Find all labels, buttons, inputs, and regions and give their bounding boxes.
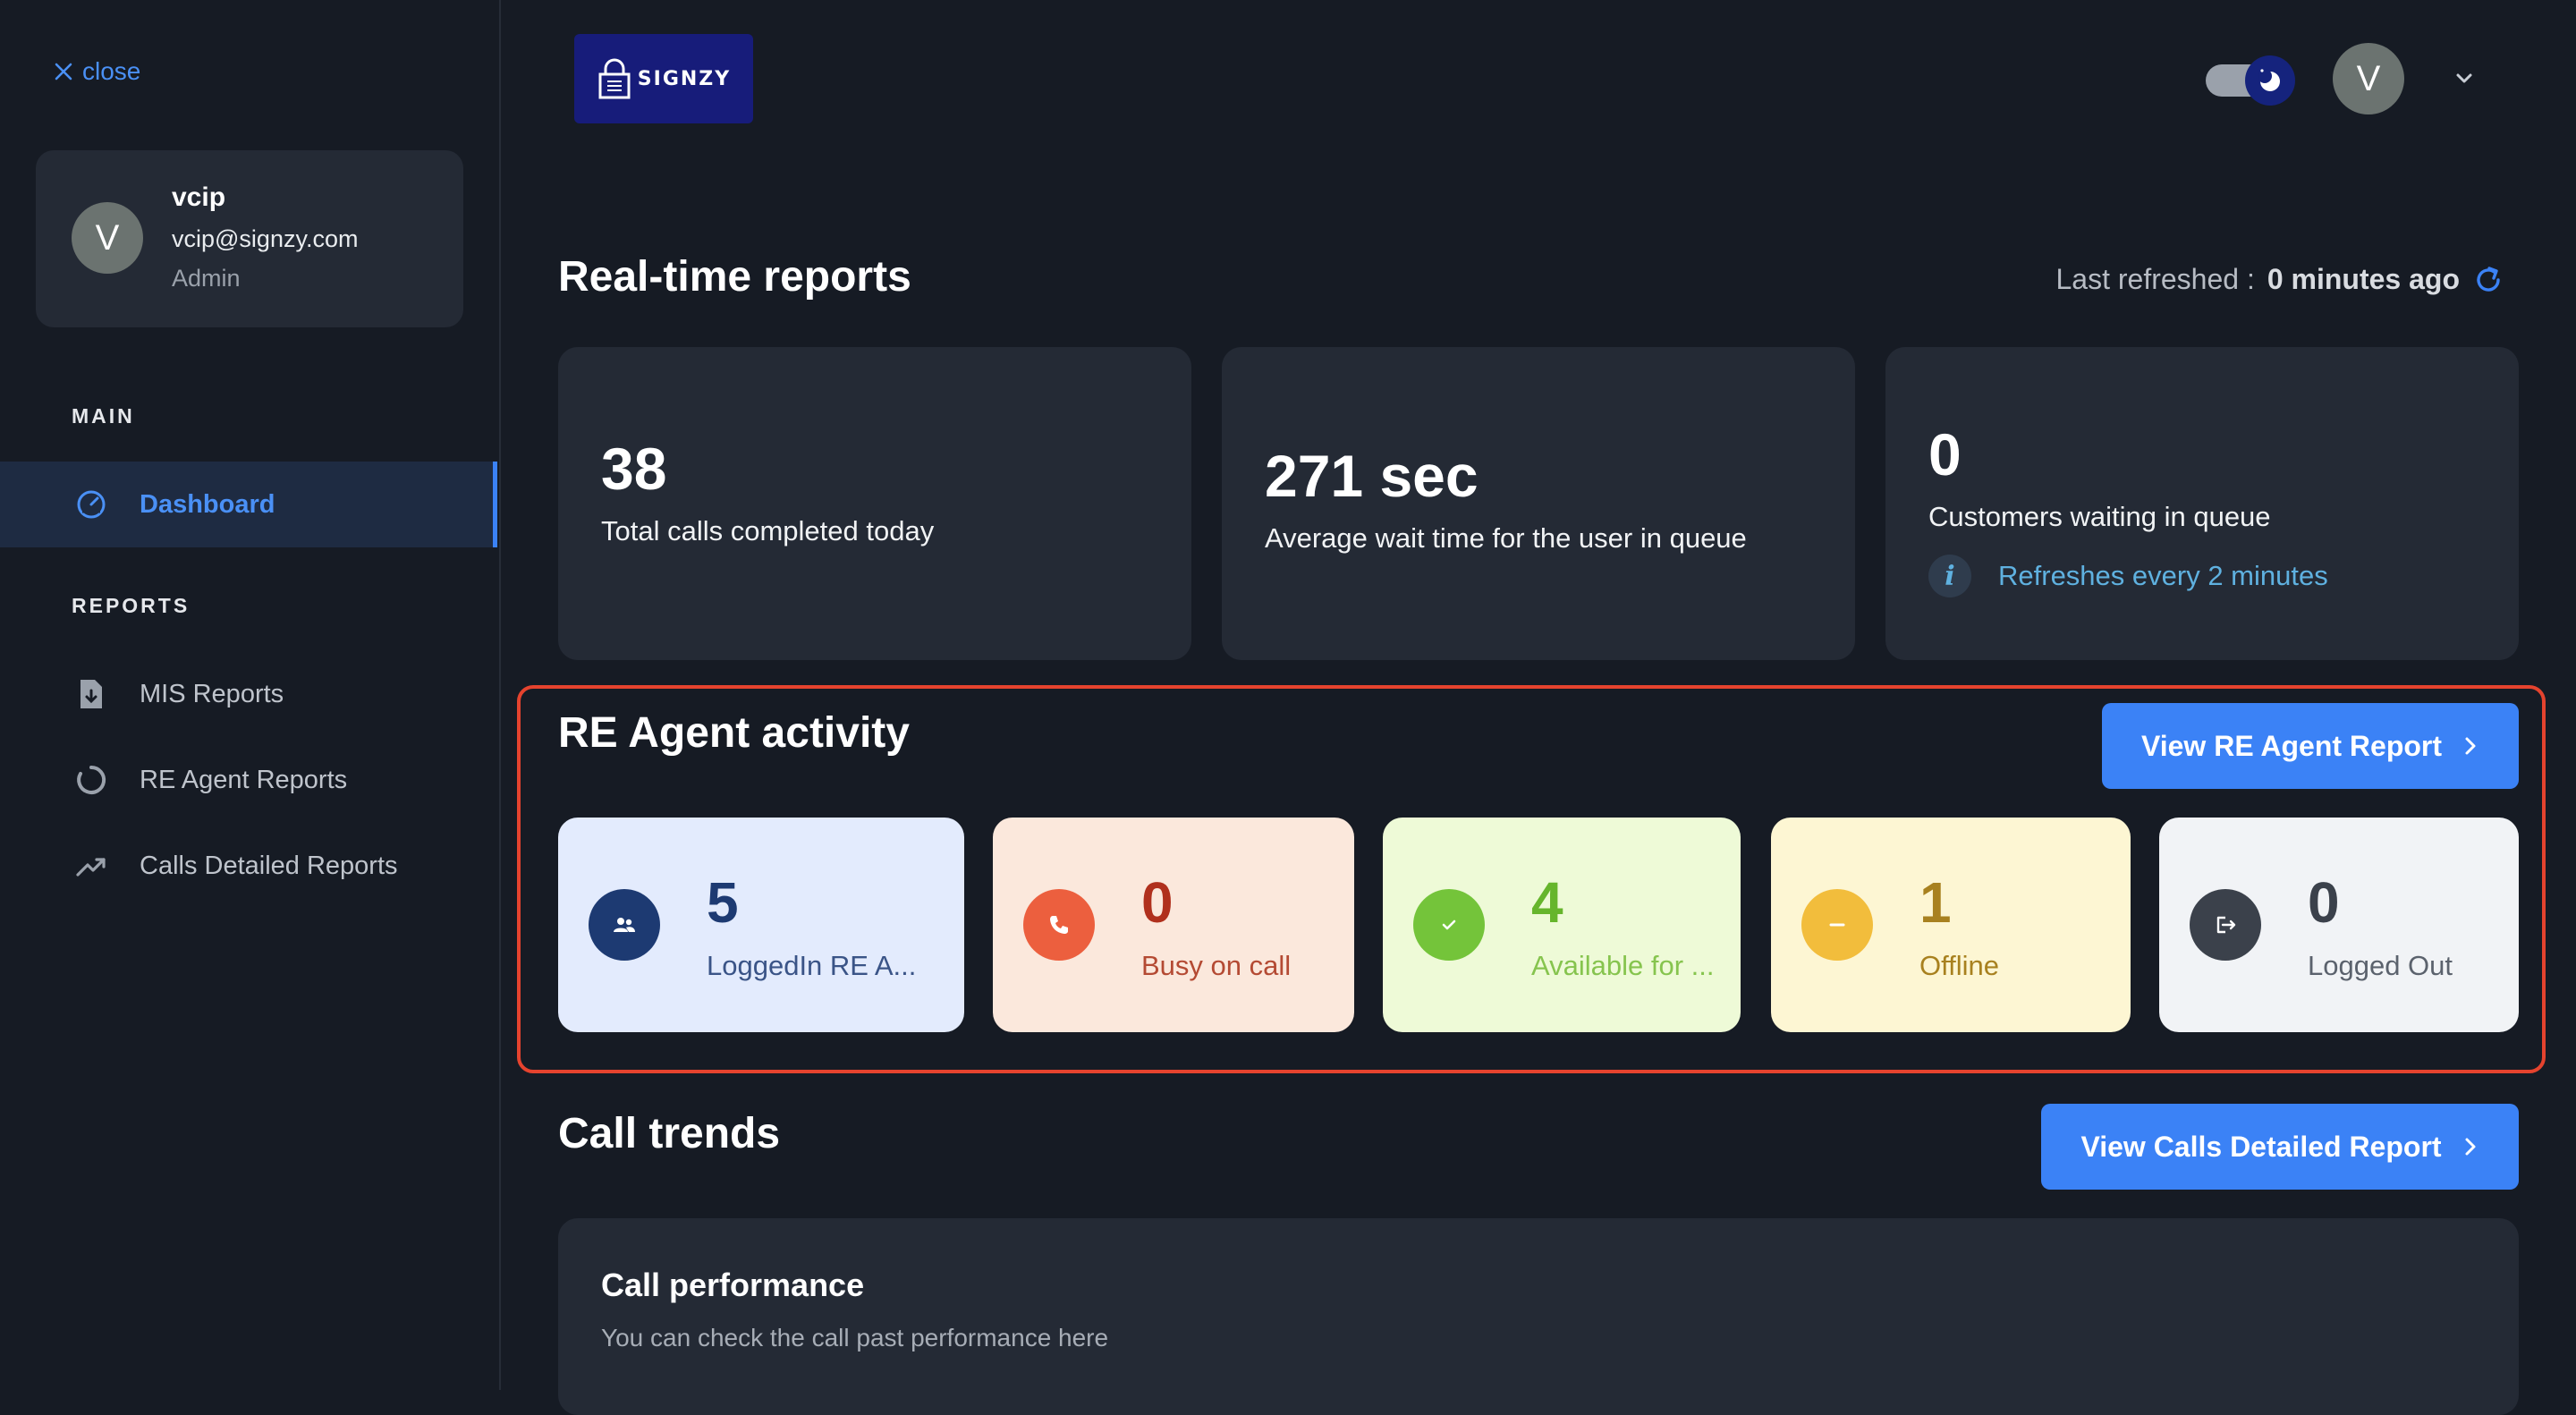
check-icon	[1413, 889, 1485, 961]
agent-card-logged-out[interactable]: 0 Logged Out	[2159, 818, 2519, 1032]
minus-icon	[1801, 889, 1873, 961]
sidebar: close V vcip vcip@signzy.com Admin MAIN …	[0, 0, 501, 1390]
stat-label: Total calls completed today	[601, 515, 935, 547]
refresh-icon[interactable]	[2472, 264, 2504, 296]
sidebar-item-label: RE Agent Reports	[140, 765, 348, 794]
last-refreshed: Last refreshed : 0 minutes ago	[1878, 263, 2504, 296]
user-avatar-button[interactable]: V	[2333, 43, 2404, 114]
logo-text: SIGNZY	[637, 67, 732, 90]
chevron-right-icon	[2465, 737, 2476, 755]
theme-toggle[interactable]	[2206, 55, 2295, 106]
agent-card-busy-on-call[interactable]: 0 Busy on call	[993, 818, 1354, 1032]
agent-label: LoggedIn RE A...	[707, 950, 917, 981]
agent-label: Offline	[1919, 950, 2000, 981]
agent-count: 0	[2308, 870, 2340, 935]
view-calls-detailed-report-button[interactable]: View Calls Detailed Report	[2041, 1104, 2519, 1190]
circle-progress-icon	[73, 762, 109, 798]
file-download-icon	[73, 676, 109, 712]
stat-value: 38	[601, 436, 667, 502]
last-refreshed-value: 0 minutes ago	[2267, 263, 2460, 295]
profile-avatar: V	[72, 202, 143, 274]
signzy-logo: SIGNZY	[574, 34, 753, 123]
stat-label: Average wait time for the user in queue	[1265, 522, 1747, 554]
chevron-down-icon[interactable]	[2451, 64, 2478, 91]
speedometer-icon	[73, 487, 109, 522]
realtime-reports-title: Real-time reports	[558, 253, 911, 301]
sidebar-item-label: MIS Reports	[140, 679, 284, 708]
agent-count: 1	[1919, 870, 1952, 935]
button-label: View RE Agent Report	[2140, 729, 2443, 762]
agent-activity-title: RE Agent activity	[558, 709, 910, 757]
stat-value: 271 sec	[1265, 443, 1479, 509]
stat-card-customers-waiting: 0 Customers waiting in queue i Refreshes…	[1885, 347, 2519, 660]
reports-section-label: REPORTS	[72, 594, 191, 617]
sidebar-item-label: Calls Detailed Reports	[140, 851, 398, 880]
lock-logo-icon	[598, 58, 631, 99]
call-performance-subtitle: You can check the call past performance …	[601, 1324, 1109, 1351]
agent-card-logged-in[interactable]: 5 LoggedIn RE A...	[558, 818, 964, 1032]
call-trends-title: Call trends	[558, 1110, 781, 1157]
profile-email: vcip@signzy.com	[172, 225, 359, 252]
sidebar-item-mis-reports[interactable]: MIS Reports	[0, 651, 499, 737]
stat-card-calls-completed: 38 Total calls completed today	[558, 347, 1191, 660]
chevron-right-icon	[2465, 1138, 2476, 1156]
close-sidebar-button[interactable]: close	[54, 57, 140, 86]
view-re-agent-report-button[interactable]: View RE Agent Report	[2102, 703, 2519, 789]
stat-label: Customers waiting in queue	[1928, 501, 2271, 532]
last-refreshed-label: Last refreshed :	[2055, 263, 2255, 295]
profile-name: vcip	[172, 182, 226, 212]
stat-card-average-wait: 271 sec Average wait time for the user i…	[1222, 347, 1855, 660]
refresh-note-text: Refreshes every 2 minutes	[1998, 560, 2328, 591]
sidebar-item-calls-detailed-reports[interactable]: Calls Detailed Reports	[0, 823, 499, 909]
agent-activity-highlight	[517, 685, 2546, 1073]
agent-count: 5	[707, 870, 739, 935]
sidebar-item-dashboard[interactable]: Dashboard	[0, 462, 497, 547]
trending-up-icon	[73, 848, 109, 884]
agent-card-available[interactable]: 4 Available for ...	[1383, 818, 1741, 1032]
call-performance-title: Call performance	[601, 1267, 865, 1303]
close-label: close	[82, 57, 141, 85]
agent-count: 0	[1141, 870, 1174, 935]
agent-count: 4	[1531, 870, 1563, 935]
sidebar-item-re-agent-reports[interactable]: RE Agent Reports	[0, 737, 499, 823]
sidebar-item-label: Dashboard	[140, 489, 275, 519]
main-section-label: MAIN	[72, 404, 135, 428]
button-label: View Calls Detailed Report	[2080, 1130, 2442, 1163]
profile-card: V vcip vcip@signzy.com Admin	[36, 150, 463, 327]
agent-card-offline[interactable]: 1 Offline	[1771, 818, 2131, 1032]
agent-label: Logged Out	[2308, 950, 2453, 981]
phone-icon	[1023, 889, 1095, 961]
stat-value: 0	[1928, 421, 1962, 487]
profile-role: Admin	[172, 265, 241, 292]
agent-label: Busy on call	[1141, 950, 1292, 981]
refresh-note: i Refreshes every 2 minutes	[1928, 555, 2328, 597]
logout-icon	[2190, 889, 2261, 961]
users-icon	[589, 889, 660, 961]
info-icon: i	[1928, 555, 1971, 597]
close-icon	[55, 63, 72, 80]
agent-label: Available for ...	[1531, 950, 1715, 981]
moon-icon	[2245, 55, 2295, 106]
call-performance-card: Call performance You can check the call …	[558, 1218, 2519, 1415]
